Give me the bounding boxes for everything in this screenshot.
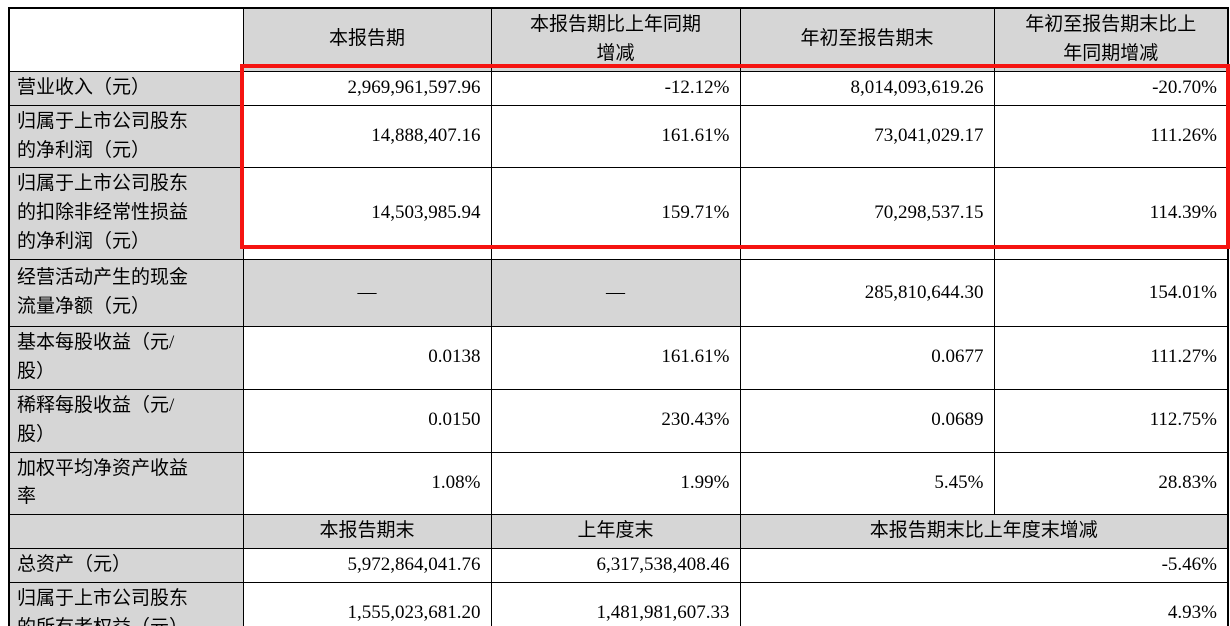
table-row: 归属于上市公司股东 的所有者权益（元） 1,555,023,681.20 1,4… <box>8 581 1229 626</box>
value-cell: 70,298,537.15 <box>739 167 995 260</box>
table-row: 基本每股收益（元/ 股） 0.0138 161.61% 0.0677 111.2… <box>8 326 1229 390</box>
dash-cell: — <box>242 259 492 327</box>
row-label: 归属于上市公司股东 的扣除非经常性损益 的净利润（元） <box>8 167 244 260</box>
header-cell-ytd: 年初至报告期末 <box>739 7 995 72</box>
value-cell: 5.45% <box>739 451 995 516</box>
dash-cell: — <box>490 259 741 327</box>
table-row: 加权平均净资产收益 率 1.08% 1.99% 5.45% 28.83% <box>8 451 1229 516</box>
table-row: 本报告期 本报告期比上年同期 增减 年初至报告期末 年初至报告期末比上 年同期增… <box>8 7 1229 72</box>
value-cell: 1,555,023,681.20 <box>242 581 492 626</box>
value-cell: 0.0689 <box>739 388 995 453</box>
value-cell-merged: -5.46% <box>739 548 1229 583</box>
value-cell: 111.27% <box>993 326 1229 390</box>
value-cell: 28.83% <box>993 451 1229 516</box>
table-row: 归属于上市公司股东 的扣除非经常性损益 的净利润（元） 14,503,985.9… <box>8 167 1229 260</box>
subheader-cell-blank <box>8 514 244 550</box>
header-cell-yoy-change: 本报告期比上年同期 增减 <box>490 7 741 72</box>
value-cell: 0.0150 <box>242 388 492 453</box>
value-cell: 161.61% <box>490 326 741 390</box>
value-cell: 73,041,029.17 <box>739 104 995 169</box>
header-cell-current-period: 本报告期 <box>242 7 492 72</box>
row-label: 基本每股收益（元/ 股） <box>8 326 244 390</box>
value-cell: 8,014,093,619.26 <box>739 70 995 106</box>
row-label: 加权平均净资产收益 率 <box>8 451 244 516</box>
row-label: 总资产（元） <box>8 548 244 583</box>
value-cell: 14,888,407.16 <box>242 104 492 169</box>
value-cell: -12.12% <box>490 70 741 106</box>
value-cell: 2,969,961,597.96 <box>242 70 492 106</box>
header-cell-blank <box>8 7 244 72</box>
table-row: 本报告期末 上年度末 本报告期末比上年度末增减 <box>8 514 1229 550</box>
value-cell: 111.26% <box>993 104 1229 169</box>
table-row: 归属于上市公司股东 的净利润（元） 14,888,407.16 161.61% … <box>8 104 1229 169</box>
subheader-cell-period-end: 本报告期末 <box>242 514 492 550</box>
row-label: 稀释每股收益（元/ 股） <box>8 388 244 453</box>
value-cell: 1.08% <box>242 451 492 516</box>
value-cell: 154.01% <box>993 259 1229 327</box>
value-cell: 6,317,538,408.46 <box>490 548 741 583</box>
row-label: 归属于上市公司股东 的净利润（元） <box>8 104 244 169</box>
value-cell: 161.61% <box>490 104 741 169</box>
table-row: 营业收入（元） 2,969,961,597.96 -12.12% 8,014,0… <box>8 70 1229 106</box>
subheader-cell-change-vs-prior-year-end: 本报告期末比上年度末增减 <box>739 514 1229 550</box>
table-row: 经营活动产生的现金 流量净额（元） — — 285,810,644.30 154… <box>8 259 1229 327</box>
value-cell: 230.43% <box>490 388 741 453</box>
value-cell: 112.75% <box>993 388 1229 453</box>
financial-summary-table: 本报告期 本报告期比上年同期 增减 年初至报告期末 年初至报告期末比上 年同期增… <box>8 7 1229 626</box>
table-row: 总资产（元） 5,972,864,041.76 6,317,538,408.46… <box>8 548 1229 583</box>
row-label: 归属于上市公司股东 的所有者权益（元） <box>8 581 244 626</box>
header-cell-ytd-yoy-change: 年初至报告期末比上 年同期增减 <box>993 7 1229 72</box>
value-cell: -20.70% <box>993 70 1229 106</box>
value-cell: 0.0677 <box>739 326 995 390</box>
value-cell-merged: 4.93% <box>739 581 1229 626</box>
row-label: 经营活动产生的现金 流量净额（元） <box>8 259 244 327</box>
value-cell: 114.39% <box>993 167 1229 260</box>
value-cell: 159.71% <box>490 167 741 260</box>
value-cell: 1.99% <box>490 451 741 516</box>
row-label: 营业收入（元） <box>8 70 244 106</box>
value-cell: 0.0138 <box>242 326 492 390</box>
value-cell: 285,810,644.30 <box>739 259 995 327</box>
value-cell: 5,972,864,041.76 <box>242 548 492 583</box>
value-cell: 1,481,981,607.33 <box>490 581 741 626</box>
table-row: 稀释每股收益（元/ 股） 0.0150 230.43% 0.0689 112.7… <box>8 388 1229 453</box>
subheader-cell-prior-year-end: 上年度末 <box>490 514 741 550</box>
value-cell: 14,503,985.94 <box>242 167 492 260</box>
